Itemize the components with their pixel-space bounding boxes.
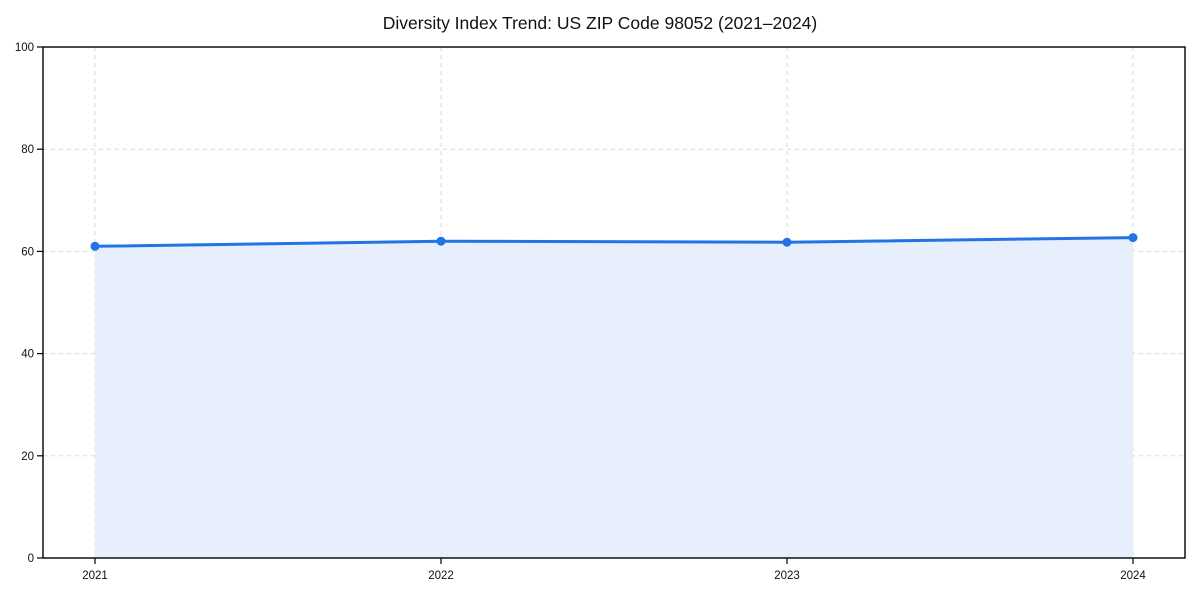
- y-tick-label: 100: [15, 42, 34, 54]
- data-point-2023: [782, 237, 792, 247]
- y-tick-label: 0: [28, 553, 34, 565]
- chart-title: Diversity Index Trend: US ZIP Code 98052…: [382, 13, 818, 33]
- x-tick-label: 2024: [1120, 570, 1146, 582]
- data-point-2022: [436, 236, 446, 246]
- y-tick-label: 40: [21, 349, 34, 361]
- plot-frame: [42, 46, 1186, 559]
- trend-line: [93, 236, 1135, 248]
- area-fill: [95, 237, 1133, 558]
- y-tick-label: 60: [21, 246, 34, 258]
- x-tick-label: 2021: [82, 570, 108, 582]
- x-tick-label: 2023: [774, 570, 800, 582]
- x-tick-label: 2022: [428, 570, 454, 582]
- data-point-2024: [1128, 233, 1138, 243]
- y-tick-label: 80: [21, 144, 34, 156]
- y-tick-label: 20: [21, 451, 34, 463]
- data-point-2021: [90, 241, 100, 251]
